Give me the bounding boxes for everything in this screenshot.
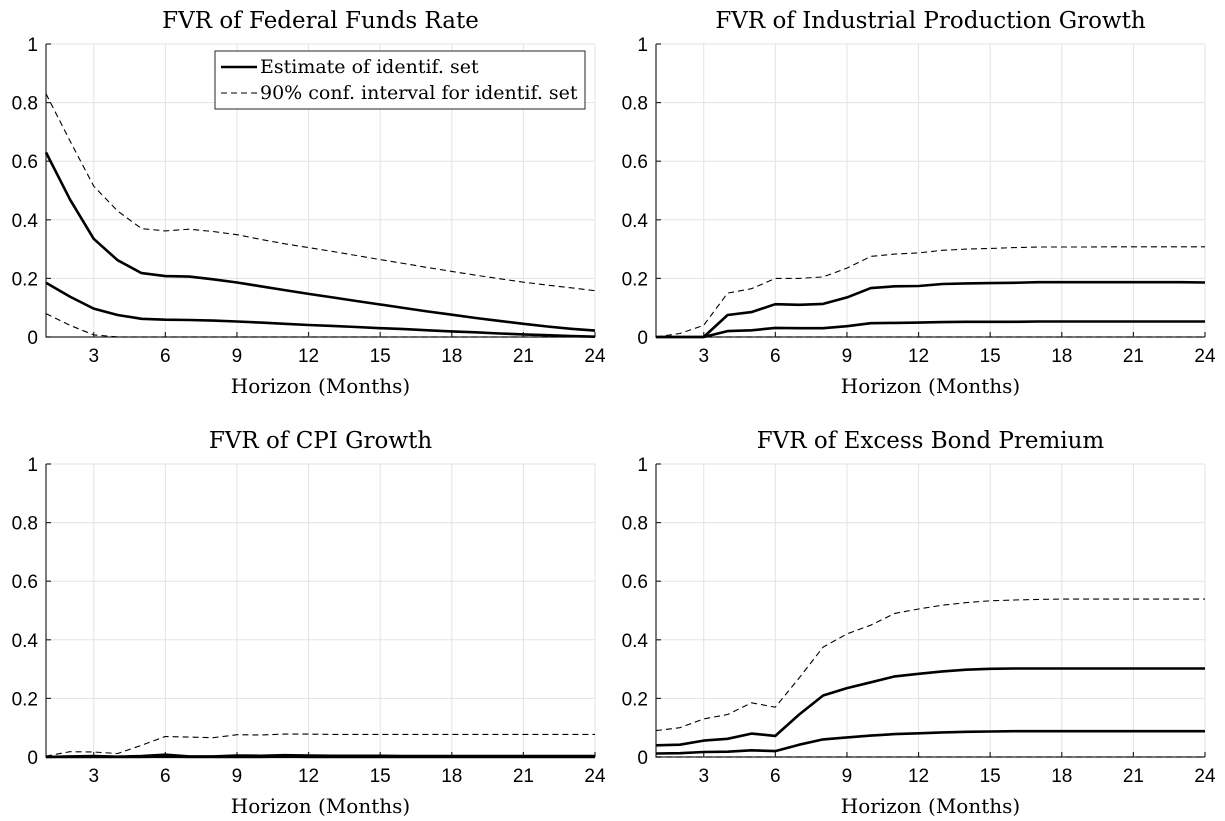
- x-tick-label: 18: [441, 346, 462, 367]
- axis-lines: [655, 44, 1205, 338]
- estimate-line-1: [44, 151, 596, 332]
- y-tick-label: 0.4: [622, 211, 649, 232]
- x-tick-label: 9: [842, 766, 853, 787]
- estimate-line-1: [656, 280, 1206, 339]
- x-tick-label: 12: [298, 766, 319, 787]
- x-axis-label: Horizon (Months): [231, 794, 410, 818]
- y-tick-label: 0.8: [622, 514, 648, 535]
- x-tick-label: 24: [584, 346, 606, 367]
- y-tick-label: 0.2: [622, 269, 648, 290]
- x-tick-label: 24: [584, 766, 606, 787]
- chart-panel-1: 0 0.2 0.4 0.6 0.8 1 3 6 9 12 15 18 21 24 FVR of Federa…: [12, 8, 606, 398]
- x-tick-label: 9: [232, 766, 243, 787]
- y-tick-label: 0.6: [622, 152, 648, 173]
- legend-box: [214, 50, 586, 110]
- y-tick-label: 0.4: [12, 631, 39, 652]
- x-tick-label: 12: [908, 346, 929, 367]
- y-tick-label: 0.2: [12, 269, 38, 290]
- confidence-interval-line-3: [655, 246, 1205, 338]
- x-tick-label: 18: [441, 766, 462, 787]
- y-tick-label: 0: [27, 328, 38, 349]
- y-tick-label: 0: [637, 328, 648, 349]
- estimate-line-1: [655, 667, 1205, 747]
- legend-entry: Estimate of identif. set: [260, 56, 479, 78]
- x-tick-label: 9: [232, 346, 243, 367]
- x-tick-label: 6: [770, 346, 781, 367]
- x-tick-label: 6: [160, 346, 171, 367]
- x-tick-label: 6: [160, 766, 171, 787]
- x-tick-label: 21: [513, 766, 534, 787]
- axis-lines: [45, 464, 595, 758]
- x-tick-label: 3: [698, 346, 709, 367]
- y-tick-label: 0.4: [12, 211, 39, 232]
- x-tick-label: 21: [1123, 346, 1144, 367]
- x-tick-label: 18: [1051, 346, 1072, 367]
- x-tick-label: 24: [1194, 346, 1216, 367]
- y-tick-label: 0.2: [622, 689, 648, 710]
- x-tick-label: 15: [980, 766, 1001, 787]
- y-tick-label: 1: [637, 35, 648, 56]
- y-tick-label: 0.6: [622, 572, 648, 593]
- x-tick-label: 12: [298, 346, 319, 367]
- y-tick-label: 0.8: [12, 514, 38, 535]
- x-tick-label: 12: [908, 766, 929, 787]
- y-tick-label: 1: [27, 455, 38, 476]
- chart-title: FVR of CPI Growth: [209, 428, 432, 454]
- legend-entry: 90% conf. interval for identif. set: [260, 82, 578, 104]
- x-tick-label: 15: [370, 766, 391, 787]
- y-tick-label: 0.6: [12, 572, 38, 593]
- y-tick-label: 0.8: [622, 94, 648, 115]
- x-tick-label: 6: [770, 766, 781, 787]
- x-tick-label: 3: [698, 766, 709, 787]
- y-tick-label: 0.2: [12, 689, 38, 710]
- y-tick-label: 1: [637, 455, 648, 476]
- chart-title: FVR of Excess Bond Premium: [757, 428, 1105, 454]
- y-tick-label: 0.4: [622, 631, 649, 652]
- confidence-interval-line-3: [655, 598, 1205, 732]
- confidence-interval-line-3: [45, 733, 595, 757]
- x-tick-label: 21: [513, 346, 534, 367]
- x-tick-label: 15: [980, 346, 1001, 367]
- x-tick-label: 18: [1051, 766, 1072, 787]
- chart-title: FVR of Federal Funds Rate: [162, 8, 479, 34]
- x-tick-label: 15: [370, 346, 391, 367]
- y-tick-label: 0.6: [12, 152, 38, 173]
- y-tick-label: 0.8: [12, 94, 38, 115]
- x-tick-label: 21: [1123, 766, 1144, 787]
- axis-lines: [655, 464, 1205, 758]
- y-tick-label: 0: [637, 748, 648, 769]
- x-tick-label: 3: [88, 346, 99, 367]
- estimate-line-2: [45, 281, 596, 338]
- chart-title: FVR of Industrial Production Growth: [715, 8, 1146, 34]
- y-tick-label: 1: [27, 35, 38, 56]
- x-tick-label: 3: [88, 766, 99, 787]
- x-axis-label: Horizon (Months): [841, 374, 1020, 398]
- x-axis-label: Horizon (Months): [231, 374, 410, 398]
- estimate-line-2: [655, 729, 1205, 755]
- confidence-interval-line-3: [45, 93, 596, 292]
- y-tick-label: 0: [27, 748, 38, 769]
- x-tick-label: 9: [842, 346, 853, 367]
- x-tick-label: 24: [1194, 766, 1216, 787]
- legend: Estimate of identif. set 90% conf. interv…: [214, 50, 586, 110]
- chart-panel-2: 0 0.2 0.4 0.6 0.8 1 3 6 9 12 15 18 21 24 FVR of Indust…: [622, 8, 1216, 398]
- chart-panel-4: 0 0.2 0.4 0.6 0.8 1 3 6 9 12 15 18 21 24 FVR of Excess…: [622, 428, 1216, 818]
- confidence-interval-line-4: [45, 313, 595, 338]
- chart-panel-3: 0 0.2 0.4 0.6 0.8 1 3 6 9 12 15 18 21 24 FVR of CPI Gr…: [12, 428, 606, 818]
- estimate-line-2: [656, 320, 1205, 339]
- x-axis-label: Horizon (Months): [841, 794, 1020, 818]
